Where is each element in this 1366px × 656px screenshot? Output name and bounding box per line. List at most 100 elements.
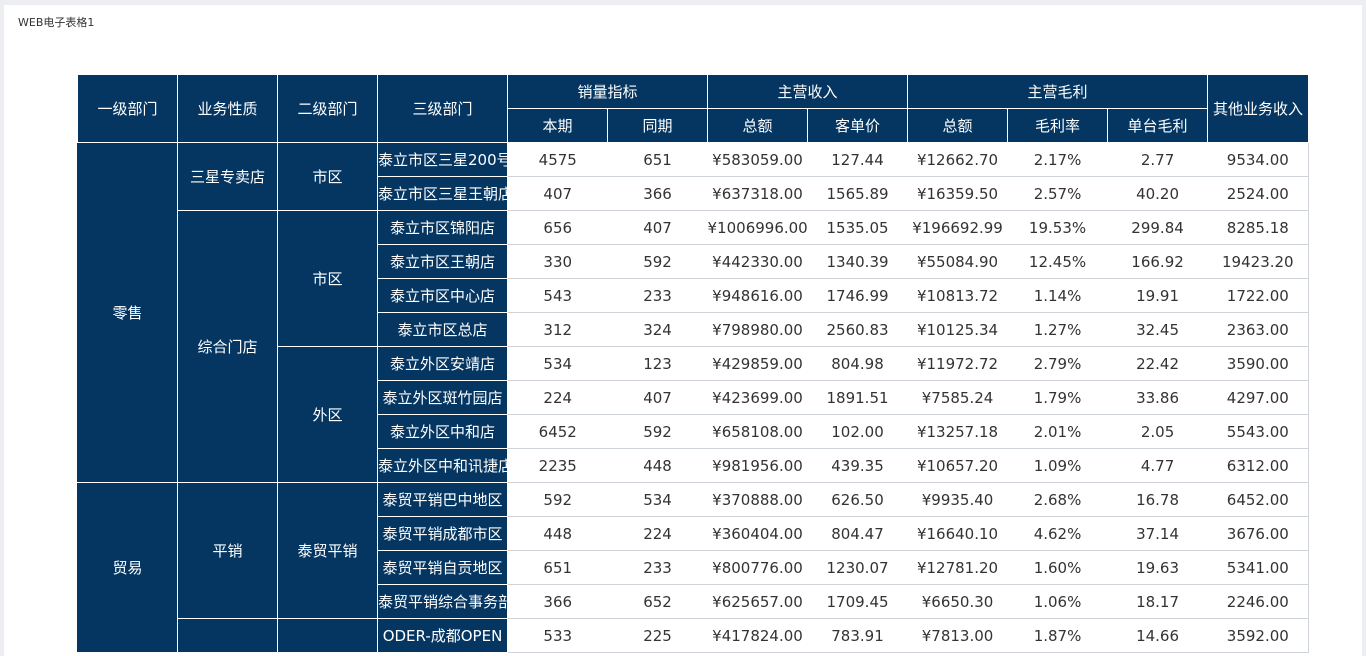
unit-price-cell: 1535.05	[807, 210, 908, 245]
dept-l2-urban: 市区	[277, 210, 378, 347]
table-row: 泰立市区王朝店 330 592 ¥442330.00 1340.39 ¥55084.90 1…	[78, 244, 1310, 279]
dept-l2-tm-pingxiao: 泰贸平销	[277, 482, 378, 619]
table-row: 泰贸平销成都市区 448 224 ¥360404.00 804.47 ¥16640.10 4…	[78, 516, 1310, 551]
dept-l3-store: 泰立市区王朝店	[377, 244, 508, 279]
revenue-total-cell: ¥360404.00	[707, 516, 808, 551]
other-income-cell: 2363.00	[1207, 312, 1310, 347]
header-row-2: 本期 同期 总额 客单价 总额 毛利率 单台毛利	[78, 108, 1309, 143]
other-income-cell: 8285.18	[1207, 210, 1310, 245]
sales-current-cell: 312	[507, 312, 608, 347]
sales-current-cell: 543	[507, 278, 608, 313]
header-l2: 二级部门	[277, 74, 378, 143]
unit-gross-cell: 37.14	[1107, 516, 1208, 551]
unit-gross-cell: 32.45	[1107, 312, 1208, 347]
revenue-total-cell: ¥370888.00	[707, 482, 808, 517]
gross-total-cell: ¥7813.00	[907, 618, 1008, 653]
sales-same-period-cell: 233	[607, 278, 708, 313]
sales-same-period-cell: 534	[607, 482, 708, 517]
dept-l3-store: 泰立市区三星王朝店	[377, 176, 508, 211]
unit-gross-cell: 16.78	[1107, 482, 1208, 517]
gross-total-cell: ¥7585.24	[907, 380, 1008, 415]
sales-same-period-cell: 123	[607, 346, 708, 381]
header-unit-gross: 单台毛利	[1107, 108, 1209, 143]
unit-price-cell: 127.44	[807, 142, 908, 177]
margin-rate-cell: 1.87%	[1007, 618, 1108, 653]
revenue-total-cell: ¥800776.00	[707, 550, 808, 585]
unit-price-cell: 626.50	[807, 482, 908, 517]
revenue-total-cell: ¥1006996.00	[707, 210, 808, 245]
margin-rate-cell: 1.09%	[1007, 448, 1108, 483]
revenue-total-cell: ¥981956.00	[707, 448, 808, 483]
sales-same-period-cell: 652	[607, 584, 708, 619]
sales-current-cell: 366	[507, 584, 608, 619]
header-total: 总额	[707, 108, 809, 143]
nature-samsung-store: 三星专卖店	[177, 142, 278, 211]
dept-l3-store: 泰立外区安靖店	[377, 346, 508, 381]
header-sales: 销量指标	[506, 74, 709, 109]
gross-total-cell: ¥12781.20	[907, 550, 1008, 585]
sales-current-cell: 6452	[507, 414, 608, 449]
other-income-cell: 1722.00	[1207, 278, 1310, 313]
margin-rate-cell: 2.68%	[1007, 482, 1108, 517]
revenue-total-cell: ¥658108.00	[707, 414, 808, 449]
gross-total-cell: ¥13257.18	[907, 414, 1008, 449]
sales-current-cell: 656	[507, 210, 608, 245]
header-revenue: 主营收入	[707, 74, 909, 109]
sales-same-period-cell: 651	[607, 142, 708, 177]
sales-current-cell: 651	[507, 550, 608, 585]
unit-gross-cell: 22.42	[1107, 346, 1208, 381]
sales-same-period-cell: 592	[607, 244, 708, 279]
header-gross-total: 总额	[907, 108, 1009, 143]
table-row: 泰立市区中心店 543 233 ¥948616.00 1746.99 ¥10813.72 1…	[78, 278, 1310, 313]
dept-l3-store: 泰立市区三星200号	[377, 142, 508, 177]
unit-gross-cell: 166.92	[1107, 244, 1208, 279]
dept-l2-next	[277, 618, 378, 653]
revenue-total-cell: ¥637318.00	[707, 176, 808, 211]
header-other: 其他业务收入	[1207, 74, 1310, 143]
gross-total-cell: ¥10813.72	[907, 278, 1008, 313]
header-current: 本期	[507, 108, 608, 143]
sales-same-period-cell: 448	[607, 448, 708, 483]
dept-l2-suburb: 外区	[277, 346, 378, 483]
table-row: 泰贸平销综合事务部 366 652 ¥625657.00 1709.45 ¥6650.30…	[78, 584, 1310, 619]
dept-l3-store: 泰立外区中和讯捷店	[377, 448, 508, 483]
dept-l3-store: 泰贸平销巴中地区	[377, 482, 508, 517]
revenue-total-cell: ¥798980.00	[707, 312, 808, 347]
unit-price-cell: 804.47	[807, 516, 908, 551]
table-row: ODER-成都OPEN 533 225 ¥417824.00 783.91 ¥7813.0…	[78, 618, 1310, 653]
unit-gross-cell: 299.84	[1107, 210, 1208, 245]
sales-same-period-cell: 407	[607, 210, 708, 245]
other-income-cell: 2246.00	[1207, 584, 1310, 619]
header-row-1: 一级部门 业务性质 二级部门 三级部门 销量指标 主营收入 主营毛利 其他业务收…	[77, 74, 1310, 143]
table-row: 外区 泰立外区安靖店 534 123 ¥429859.00 804.98 ¥11972.72…	[78, 346, 1310, 483]
unit-gross-cell: 2.05	[1107, 414, 1208, 449]
dept-l1-retail: 零售	[77, 142, 178, 483]
table-row: 泰立外区斑竹园店 224 407 ¥423699.00 1891.51 ¥7585.24 1…	[78, 380, 1310, 415]
gross-total-cell: ¥11972.72	[907, 346, 1008, 381]
header-l1: 一级部门	[77, 74, 178, 143]
other-income-cell: 3676.00	[1207, 516, 1310, 551]
revenue-total-cell: ¥417824.00	[707, 618, 808, 653]
unit-price-cell: 1340.39	[807, 244, 908, 279]
dept-l3-store: ODER-成都OPEN	[377, 618, 508, 653]
margin-rate-cell: 12.45%	[1007, 244, 1108, 279]
nature-next	[177, 618, 278, 653]
margin-rate-cell: 1.60%	[1007, 550, 1108, 585]
dept-l3-store: 泰立外区斑竹园店	[377, 380, 508, 415]
unit-gross-cell: 2.77	[1107, 142, 1208, 177]
revenue-total-cell: ¥423699.00	[707, 380, 808, 415]
other-income-cell: 5341.00	[1207, 550, 1310, 585]
unit-price-cell: 1230.07	[807, 550, 908, 585]
unit-price-cell: 1746.99	[807, 278, 908, 313]
table-row: 泰立外区中和讯捷店 2235 448 ¥981956.00 439.35 ¥10657.2…	[78, 448, 1310, 483]
unit-gross-cell: 14.66	[1107, 618, 1208, 653]
other-income-cell: 5543.00	[1207, 414, 1310, 449]
gross-total-cell: ¥9935.40	[907, 482, 1008, 517]
margin-rate-cell: 4.62%	[1007, 516, 1108, 551]
other-income-cell: 6312.00	[1207, 448, 1310, 483]
table-row: 零售 三星专卖店 市区 泰立市区三星200号 4575 651 ¥583059.00 127.…	[77, 142, 1310, 483]
header-same-period: 同期	[606, 108, 709, 143]
gross-total-cell: ¥55084.90	[907, 244, 1008, 279]
sales-same-period-cell: 225	[607, 618, 708, 653]
gross-total-cell: ¥6650.30	[907, 584, 1008, 619]
